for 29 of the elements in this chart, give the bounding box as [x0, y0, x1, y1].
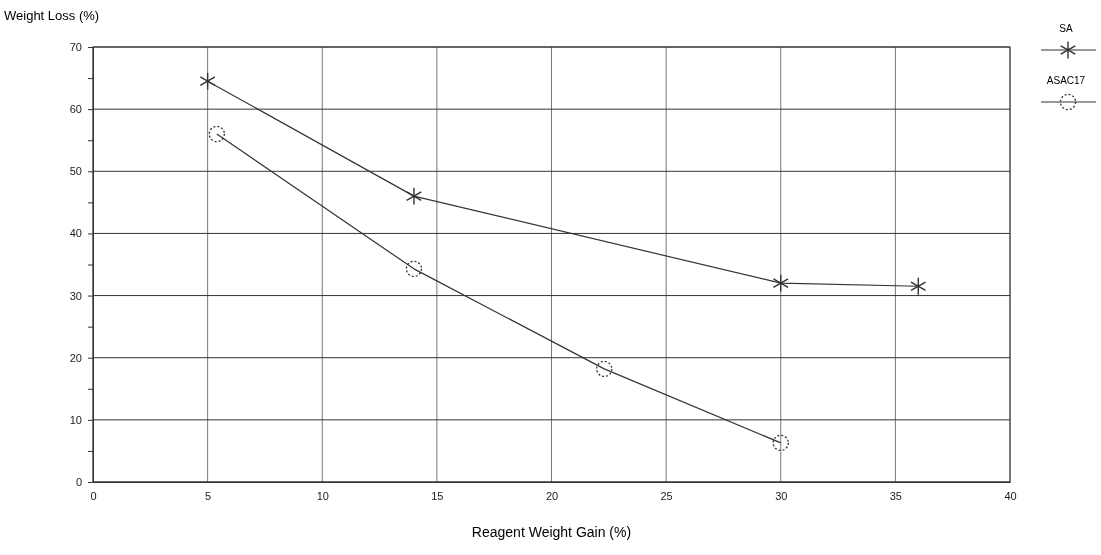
y-tick-label: 20 — [69, 351, 82, 364]
point — [405, 260, 423, 278]
text: ASAC17 — [1046, 75, 1086, 86]
y-tick-label: 30 — [69, 289, 82, 302]
x-tick-label: 15 — [431, 489, 444, 502]
y-tick-label: 50 — [69, 165, 82, 178]
point — [199, 72, 216, 91]
x-tick-label: 5 — [205, 489, 212, 502]
point — [208, 125, 226, 143]
y-tick-label: 60 — [69, 103, 82, 116]
y-axis-title: Weight Loss (%) — [4, 8, 100, 23]
y-tick-label: 70 — [69, 41, 82, 54]
y-tick-label: 10 — [69, 413, 82, 426]
x-tick-label: 10 — [316, 489, 329, 502]
point — [910, 277, 927, 296]
point — [596, 360, 613, 378]
x-tick-label: 40 — [1004, 489, 1017, 502]
y-tick-label: 0 — [75, 476, 82, 489]
x-tick-label: 35 — [889, 489, 902, 502]
x-tick-label: 30 — [775, 489, 788, 502]
y-tick-label: 40 — [69, 227, 82, 240]
text: SA — [1059, 23, 1073, 34]
x-axis-title: Reagent Weight Gain (%) — [471, 524, 632, 540]
point — [772, 274, 789, 293]
x-tick-label: 20 — [545, 489, 559, 502]
point — [405, 187, 422, 206]
x-tick-label: 0 — [90, 489, 97, 502]
x-tick-label: 25 — [660, 489, 673, 502]
point — [772, 434, 789, 452]
